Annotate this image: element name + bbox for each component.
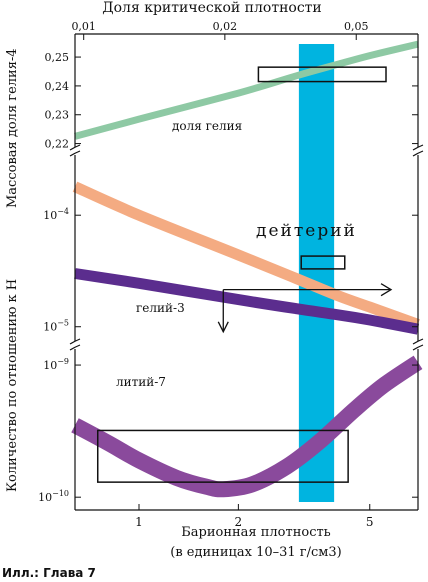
deuterium-tick-label-1: 10−5 xyxy=(43,319,69,334)
observation-box-1 xyxy=(300,255,346,270)
helium-tick-label-3: 0,25 xyxy=(45,51,70,64)
x-tick-label-2: 5 xyxy=(366,515,374,529)
observation-box-0 xyxy=(257,66,387,83)
helium-tick-label-0: 0,22 xyxy=(45,138,70,151)
series-curves xyxy=(71,40,423,498)
x-axis-label: Барионная плотность xyxy=(181,525,331,540)
x-tick-label-1: 2 xyxy=(235,515,243,529)
axis-break-a-11 xyxy=(412,338,424,345)
y-axis-label-helium: Массовая доля гелия-4 xyxy=(5,48,20,208)
observation-boxes xyxy=(96,66,393,483)
axis-break-a-10 xyxy=(412,144,424,151)
x-tick-label-0: 1 xyxy=(135,515,143,529)
series-line-1 xyxy=(72,181,420,330)
label-lithium-7: литий-7 xyxy=(116,375,166,389)
figure-caption: Илл.: Глава 7 xyxy=(2,566,96,580)
axis-break-b-00 xyxy=(69,150,81,157)
axis-break-a-01 xyxy=(69,338,81,345)
y-axis-label-abundance: Количество по отношению к H xyxy=(5,279,20,492)
nucleosynthesis-chart: 1 2 5 0,01 0,02 0,05 0,22 0,23 0,24 0,25 10−4 10−5 1… xyxy=(5,0,424,560)
x-axis-label-units: (в единицах 10–31 г/см3) xyxy=(170,545,341,560)
helium-tick-label-1: 0,23 xyxy=(45,109,70,122)
deuterium-tick-label-0: 10−4 xyxy=(43,207,69,222)
limit-arrowhead-down-0 xyxy=(217,321,229,334)
axis-break-a-00 xyxy=(69,144,81,151)
helium-tick-label-2: 0,24 xyxy=(45,80,70,93)
series-line-2 xyxy=(74,268,420,335)
lithium-tick-label-0: 10−9 xyxy=(43,357,69,372)
axis-break-b-11 xyxy=(412,344,424,351)
lithium-tick-label-1: 10−10 xyxy=(38,489,69,504)
label-deuterium: дейтерий xyxy=(256,221,357,241)
top-axis-title: Доля критической плотности xyxy=(102,0,322,16)
label-helium-3: гелий-3 xyxy=(136,301,185,315)
limit-arrowhead-right-0 xyxy=(380,283,393,297)
label-helium-fraction: доля гелия xyxy=(172,119,242,133)
top-tick-label-2: 0,05 xyxy=(344,20,369,33)
top-tick-label-0: 0,01 xyxy=(71,20,96,33)
axis-break-b-10 xyxy=(412,150,424,157)
observation-box-2 xyxy=(96,429,349,483)
series-line-3 xyxy=(71,355,423,498)
axis-break-b-01 xyxy=(69,344,81,351)
plot-frame xyxy=(69,33,424,511)
top-tick-label-1: 0,02 xyxy=(213,20,238,33)
series-line-0 xyxy=(74,40,419,140)
